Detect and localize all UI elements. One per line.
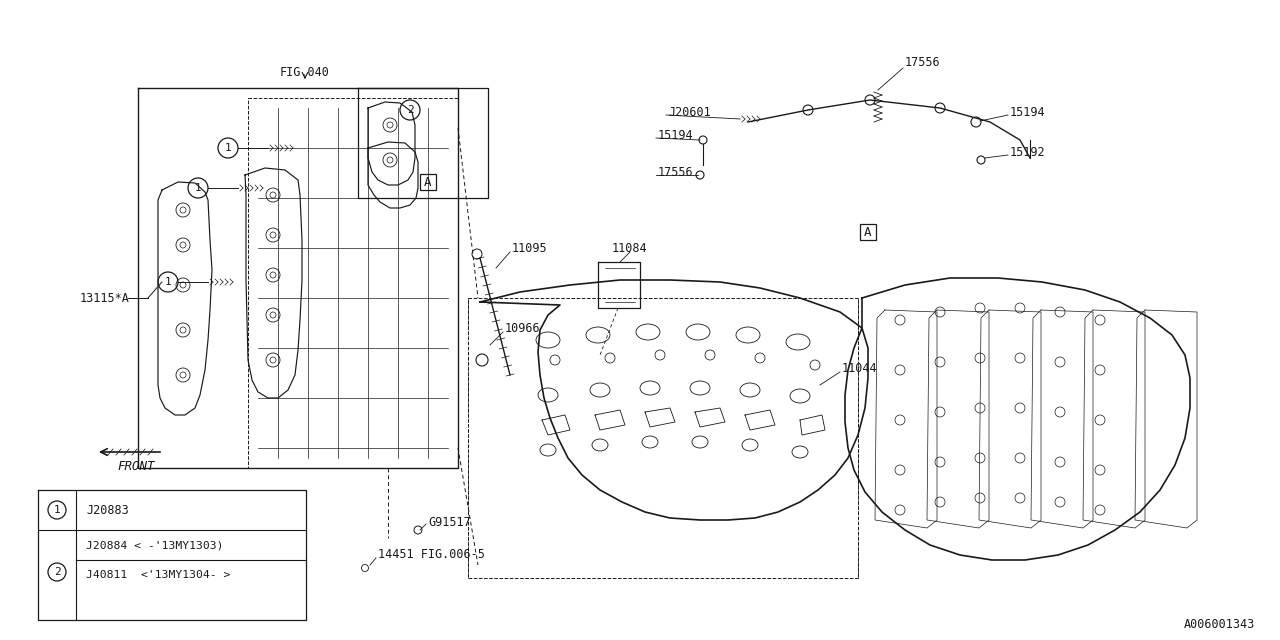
Text: 17556: 17556: [658, 166, 694, 179]
Text: J20883: J20883: [86, 504, 129, 516]
Bar: [860, 224, 876, 240]
Text: 1: 1: [54, 505, 60, 515]
Text: 13115*A: 13115*A: [81, 291, 129, 305]
Text: FIG.040: FIG.040: [280, 65, 330, 79]
Text: J40811  <'13MY1304- >: J40811 <'13MY1304- >: [86, 570, 230, 580]
Text: 1: 1: [165, 277, 172, 287]
Text: 11044: 11044: [842, 362, 878, 374]
Text: 15194: 15194: [658, 129, 694, 141]
Text: A006001343: A006001343: [1184, 618, 1254, 632]
Text: 15192: 15192: [1010, 145, 1046, 159]
Text: 2: 2: [407, 105, 413, 115]
Bar: [420, 174, 436, 190]
Text: 1: 1: [195, 183, 201, 193]
Text: 1: 1: [224, 143, 232, 153]
Text: A: A: [864, 225, 872, 239]
Text: 14451 FIG.006-5: 14451 FIG.006-5: [378, 548, 485, 561]
Text: 11095: 11095: [512, 241, 548, 255]
Text: J20601: J20601: [668, 106, 710, 118]
Text: 15194: 15194: [1010, 106, 1046, 118]
Text: 11084: 11084: [612, 241, 648, 255]
Text: J20884 < -'13MY1303): J20884 < -'13MY1303): [86, 540, 224, 550]
Text: FRONT: FRONT: [118, 460, 155, 472]
Text: 10966: 10966: [506, 321, 540, 335]
Text: G91517: G91517: [428, 515, 471, 529]
Text: 17556: 17556: [905, 56, 941, 68]
Text: 2: 2: [54, 567, 60, 577]
Text: A: A: [424, 175, 431, 189]
